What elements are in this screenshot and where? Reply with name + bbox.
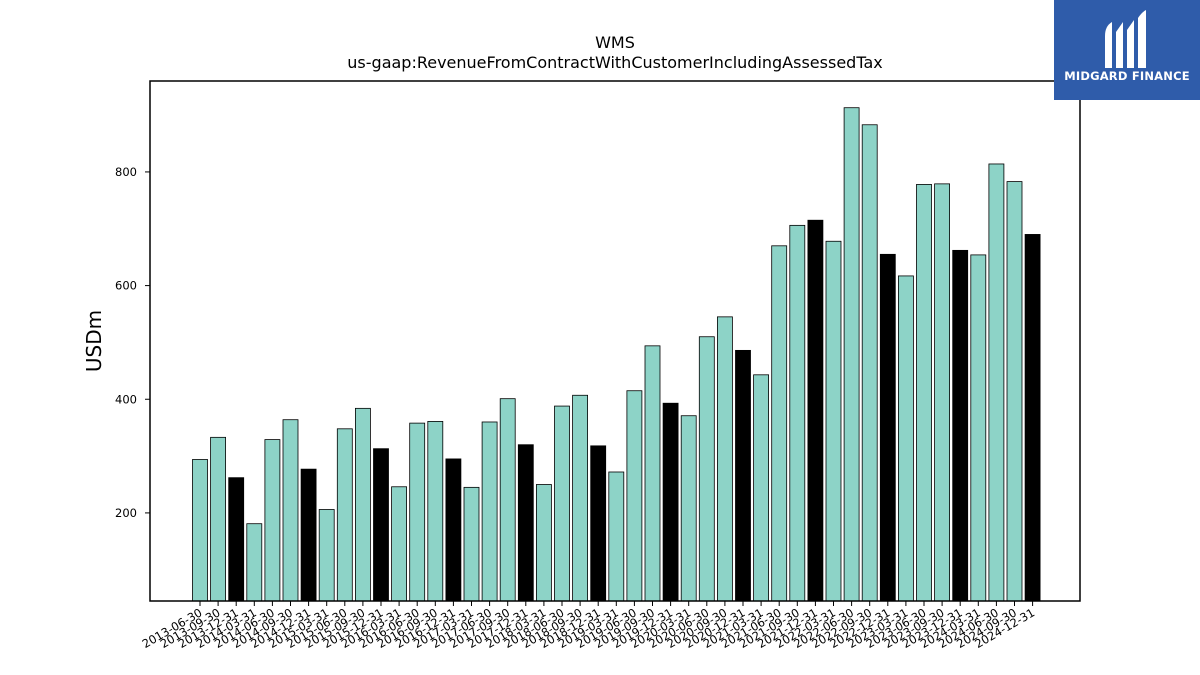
bar-2020-12-31 <box>735 349 751 602</box>
bar-2022-12-31 <box>879 253 896 602</box>
bar-2021-12-31 <box>807 219 824 602</box>
bar-2021-03-31 <box>753 374 769 602</box>
bar-2024-09-30 <box>1006 181 1023 602</box>
bar-2022-09-30 <box>861 124 878 602</box>
bars-group <box>192 107 1041 602</box>
bar-2016-12-31 <box>445 458 462 602</box>
bar-2023-06-30 <box>916 184 932 602</box>
bar-2018-03-31 <box>536 484 552 602</box>
y-tick-label: 800 <box>115 165 137 179</box>
bar-2021-09-30 <box>789 224 806 602</box>
bar-2020-06-30 <box>698 336 715 602</box>
bar-2015-09-30 <box>354 407 371 602</box>
bar-2023-03-31 <box>898 275 914 602</box>
y-axis-ticks: 200 400 600 800 <box>115 165 150 520</box>
plot-frame <box>149 80 1081 602</box>
bar-2022-03-31 <box>825 240 842 602</box>
bar-2017-03-31 <box>463 486 480 602</box>
bar-2020-09-30 <box>717 316 733 602</box>
bar-2019-03-31 <box>608 471 625 602</box>
bar-2013-06-30 <box>192 459 208 602</box>
bar-2014-03-31 <box>246 523 263 602</box>
bar-2019-12-31 <box>662 402 679 602</box>
bar-2015-06-30 <box>336 428 353 602</box>
bar-2013-12-31 <box>228 477 245 602</box>
bar-2014-12-31 <box>300 468 317 602</box>
logo-text: MIDGARD FINANCE <box>1064 69 1190 83</box>
bar-2024-03-31 <box>970 254 987 602</box>
bar-2020-03-31 <box>680 415 697 602</box>
chart-subtitle: us-gaap:RevenueFromContractWithCustomerI… <box>347 53 882 72</box>
bar-2016-09-30 <box>427 421 444 602</box>
bar-2017-12-31 <box>517 444 534 602</box>
bar-2016-06-30 <box>409 422 426 602</box>
bar-2015-03-31 <box>318 509 335 602</box>
bar-2024-12-31 <box>1024 234 1041 602</box>
bar-2018-12-31 <box>590 445 607 602</box>
bar-2022-06-30 <box>843 107 860 602</box>
y-tick-label: 400 <box>115 392 137 406</box>
chart-title: WMS <box>595 33 635 52</box>
midgard-finance-logo: MIDGARD FINANCE <box>1054 0 1200 100</box>
bar-2015-12-31 <box>373 448 389 602</box>
bar-2013-09-30 <box>210 436 227 602</box>
midgard-m-logo-icon <box>1105 10 1146 68</box>
bar-2021-06-30 <box>771 245 788 602</box>
bar-2018-09-30 <box>572 394 588 602</box>
bar-2019-09-30 <box>644 345 661 602</box>
y-tick-label: 600 <box>115 279 137 293</box>
bar-2014-09-30 <box>282 419 299 602</box>
x-axis-ticks: 2013-06-302013-09-302013-12-312014-03-31… <box>140 601 1037 651</box>
bar-2017-06-30 <box>481 421 498 602</box>
bar-2017-09-30 <box>499 398 516 602</box>
bar-2016-03-31 <box>391 486 408 602</box>
bar-2023-12-31 <box>952 249 969 602</box>
y-tick-label: 200 <box>115 506 137 520</box>
bar-2019-06-30 <box>626 390 643 602</box>
bar-2018-06-30 <box>554 405 570 602</box>
bar-2023-09-30 <box>934 183 950 602</box>
bar-2024-06-30 <box>988 163 1005 602</box>
y-axis-label: USDm <box>82 310 106 372</box>
bar-2014-06-30 <box>264 439 281 602</box>
